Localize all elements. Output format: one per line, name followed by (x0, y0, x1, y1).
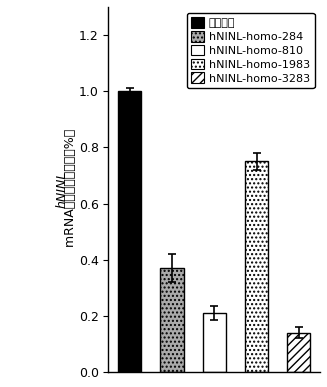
Bar (118, 91, 141, 372)
Legend: 阴性对照, hNINL-homo-284, hNINL-homo-810, hNINL-homo-1983, hNINL-homo-3283: 阴性对照, hNINL-homo-284, hNINL-homo-810, hN… (187, 12, 315, 88)
Text: hNINL: hNINL (55, 171, 68, 208)
Bar (287, 333, 310, 372)
Bar (203, 313, 226, 372)
Bar (160, 268, 183, 372)
Bar (245, 161, 268, 372)
Text: mRNA水平（占阴性对照%）: mRNA水平（占阴性对照%） (64, 128, 77, 251)
